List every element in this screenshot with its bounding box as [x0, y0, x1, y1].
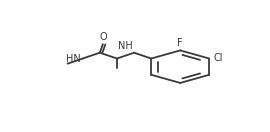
Text: F: F — [177, 38, 183, 48]
Text: NH: NH — [118, 41, 132, 51]
Text: HN: HN — [66, 54, 81, 63]
Text: O: O — [100, 32, 107, 42]
Text: Cl: Cl — [213, 53, 223, 63]
